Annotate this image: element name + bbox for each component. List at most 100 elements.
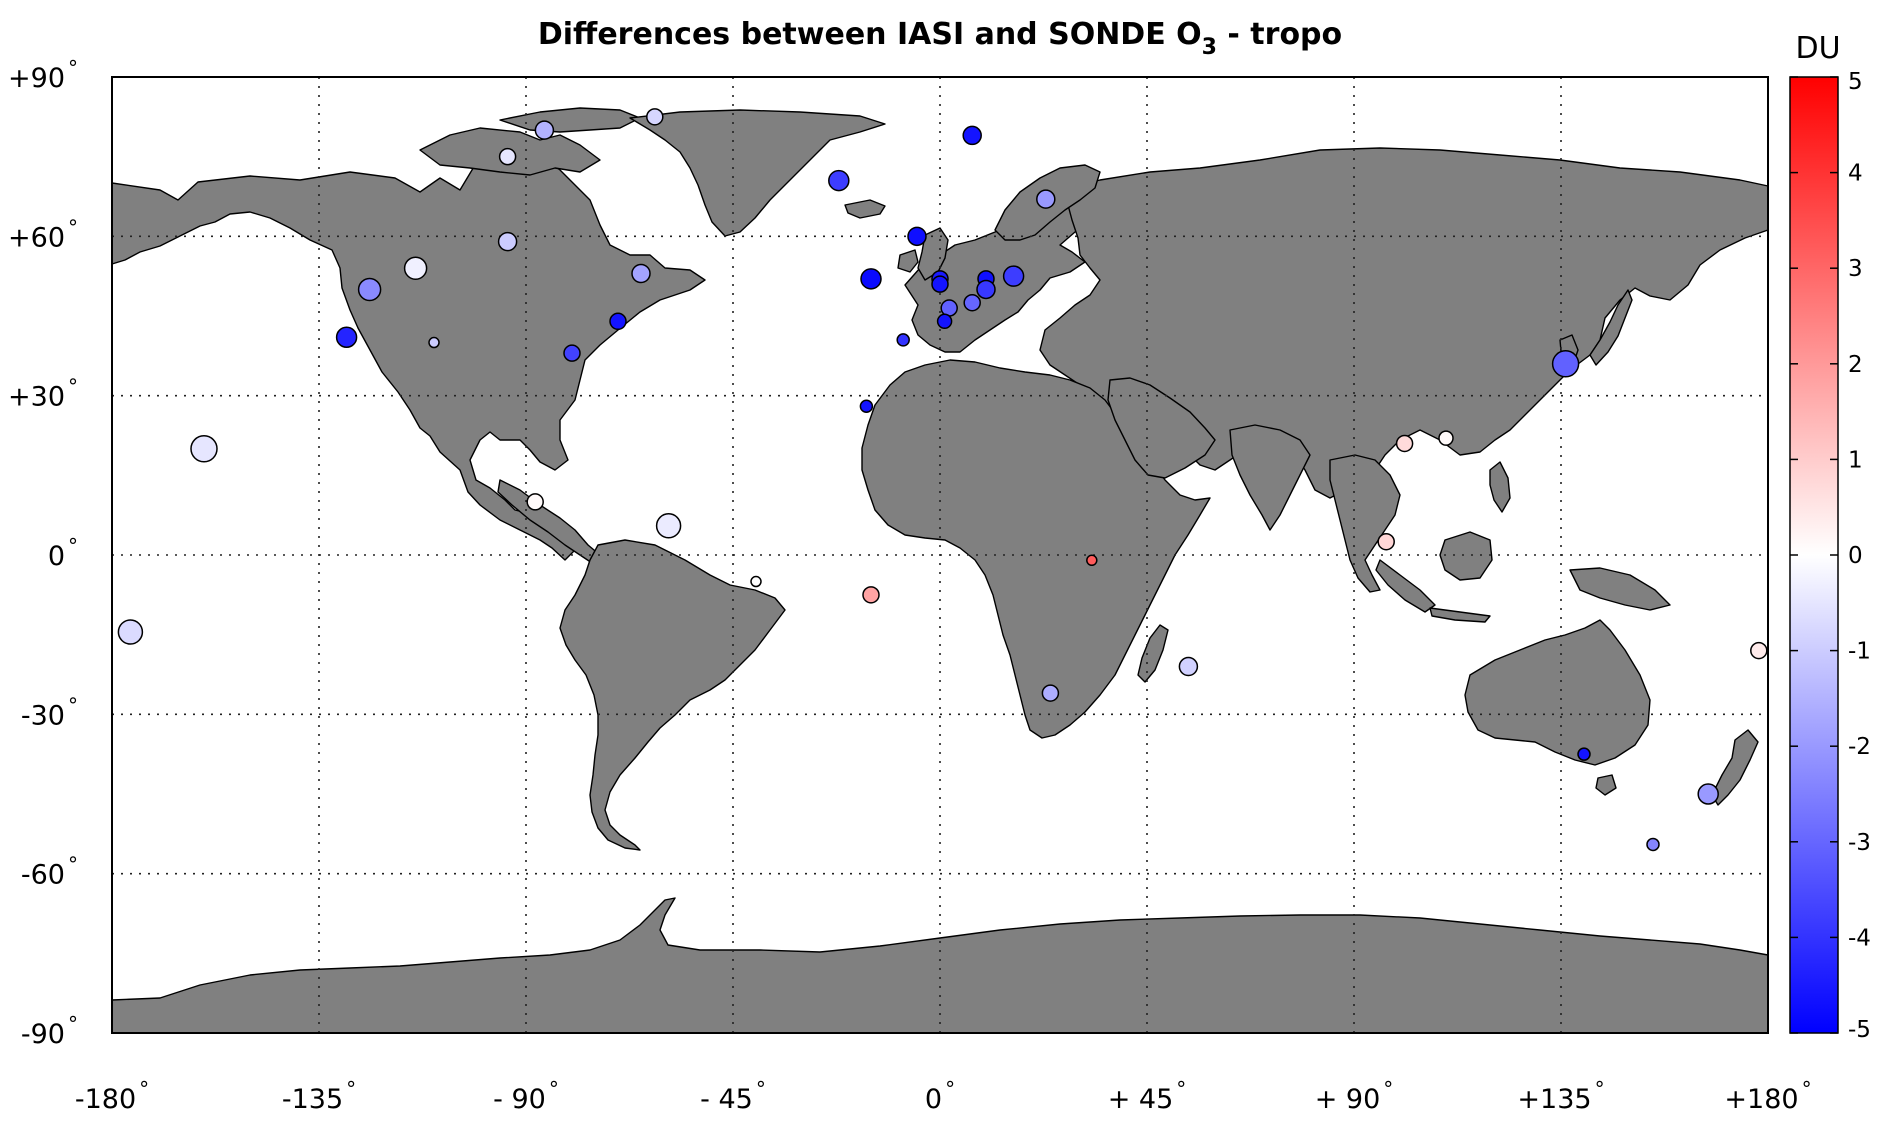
colorbar-tick-label: 0 — [1848, 543, 1863, 569]
degree-mark: ° — [68, 375, 78, 399]
chart-title-main: Differences between IASI and SONDE O — [538, 17, 1202, 52]
station-marker — [931, 275, 949, 293]
station-marker — [1750, 641, 1768, 660]
x-tick-label: -135 ° — [282, 1077, 356, 1115]
y-tick-label: -90 ° — [21, 1012, 78, 1050]
colorbar-tick-label: -3 — [1848, 830, 1871, 856]
station-marker — [1438, 430, 1454, 446]
x-tick-label: - 90 ° — [493, 1077, 559, 1115]
y-tick-label: -30 ° — [21, 693, 78, 731]
station-marker — [1086, 554, 1098, 567]
land-ireland — [897, 249, 919, 273]
station-marker — [962, 125, 982, 146]
station-marker — [1551, 350, 1580, 378]
station-marker — [1178, 656, 1199, 677]
chart-title: Differences between IASI and SONDE O3 - … — [538, 17, 1342, 60]
x-tick-label: - 45 ° — [700, 1077, 766, 1115]
land-africa — [861, 359, 1211, 739]
x-tick-label: + 45 ° — [1108, 1077, 1187, 1115]
land-se-asia — [1329, 454, 1401, 593]
degree-mark: ° — [945, 1077, 955, 1101]
colorbar-unit: DU — [1795, 31, 1840, 66]
y-tick-label: +60 ° — [8, 215, 78, 253]
land-new-zealand — [1711, 729, 1759, 806]
y-tick-label: +30 ° — [8, 375, 78, 413]
degree-mark: ° — [1802, 1077, 1812, 1101]
degree-mark: ° — [68, 853, 78, 877]
x-tick-label: + 90 ° — [1315, 1077, 1394, 1115]
station-marker — [860, 268, 882, 290]
colorbar-tick-label: 2 — [1848, 352, 1863, 378]
x-tick-label: +135 ° — [1517, 1077, 1604, 1115]
colorbar-tick-label: 4 — [1848, 161, 1863, 187]
station-marker — [498, 147, 517, 166]
colorbar-tick-label: 5 — [1848, 69, 1863, 95]
land-india — [1229, 424, 1311, 531]
land-greenland — [629, 109, 886, 237]
station-marker — [976, 279, 996, 300]
land-borneo — [1439, 531, 1493, 581]
station-marker — [936, 313, 953, 330]
degree-mark: ° — [1595, 1077, 1605, 1101]
station-marker — [1697, 783, 1719, 805]
station-marker — [655, 513, 682, 539]
colorbar-tick-label: 3 — [1848, 256, 1863, 282]
degree-mark: ° — [756, 1077, 766, 1101]
station-marker — [1036, 189, 1056, 209]
land-madagascar — [1137, 624, 1169, 683]
land-asia — [1039, 147, 1769, 499]
colorbar-tick-label: -5 — [1848, 1017, 1871, 1043]
x-tick-label: -180 ° — [75, 1077, 149, 1115]
y-axis-ticks: +90 ° +60 ° +30 ° 0 ° -30 ° -60 ° -90 ° — [8, 56, 78, 1050]
map-frame — [111, 76, 1769, 1034]
station-marker — [1395, 434, 1414, 453]
colorbar-tick-label: -1 — [1848, 639, 1871, 665]
land-new-guinea — [1569, 567, 1671, 611]
land-java — [1429, 607, 1491, 623]
station-marker — [428, 336, 440, 349]
station-marker — [534, 120, 555, 140]
degree-mark: ° — [1176, 1077, 1186, 1101]
station-marker — [190, 435, 218, 463]
station-marker — [526, 493, 544, 511]
station-marker — [631, 263, 651, 284]
station-marker — [646, 108, 664, 126]
land-south-america — [559, 539, 786, 851]
degree-mark: ° — [68, 534, 78, 558]
chart-title-suffix: - tropo — [1217, 17, 1342, 52]
station-marker — [859, 399, 874, 414]
station-marker — [1377, 532, 1395, 551]
degree-mark: ° — [549, 1077, 559, 1101]
land-arabia — [1107, 377, 1216, 479]
degree-mark: ° — [346, 1077, 356, 1101]
station-marker — [896, 333, 910, 347]
colorbar-ticks: 5 4 3 2 1 0 -1 -2 -3 -4 -5 — [1790, 69, 1871, 1043]
station-marker — [907, 226, 927, 247]
station-marker — [357, 277, 382, 302]
station-marker — [1002, 265, 1025, 287]
degree-mark: ° — [139, 1077, 149, 1101]
degree-mark: ° — [68, 215, 78, 239]
colorbar: DU 5 4 3 2 1 0 -1 -2 -3 -4 -5 — [1789, 31, 1871, 1043]
station-marker — [563, 344, 581, 362]
station-marker — [963, 293, 981, 312]
station-marker — [1041, 684, 1060, 702]
land-antarctica — [111, 897, 1769, 1034]
station-marker — [609, 312, 627, 331]
y-tick-label: 0 ° — [48, 534, 78, 572]
station-marker — [1646, 837, 1660, 852]
station-marker — [497, 231, 518, 252]
colorbar-tick-label: -2 — [1848, 734, 1871, 760]
land-japan — [1589, 289, 1633, 366]
degree-mark: ° — [68, 693, 78, 717]
station-marker — [828, 169, 850, 192]
degree-mark: ° — [68, 1012, 78, 1036]
land-philippines — [1489, 461, 1511, 513]
y-tick-label: -60 ° — [21, 853, 78, 891]
x-tick-label: 0 ° — [925, 1077, 955, 1115]
land-sumatra — [1375, 559, 1436, 613]
degree-mark: ° — [1383, 1077, 1393, 1101]
graticule — [112, 77, 1768, 1033]
x-axis-ticks: -180 ° -135 ° - 90 ° - 45 ° 0 ° + 45 ° + 90 ° +135 ° +18… — [75, 1077, 1812, 1115]
station-layer — [117, 108, 1768, 852]
